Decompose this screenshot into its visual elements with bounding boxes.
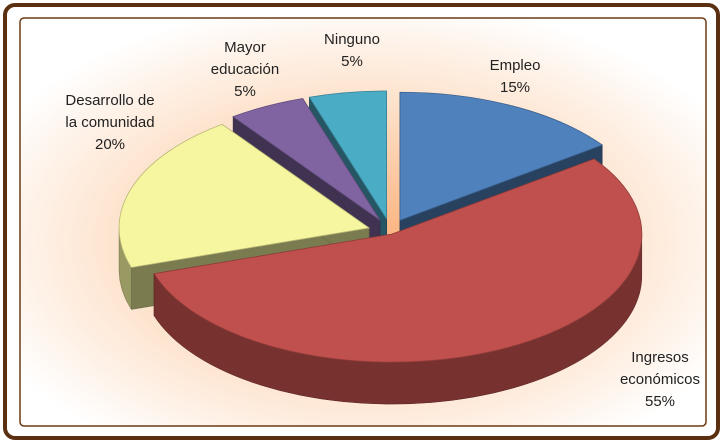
label-line: Ninguno bbox=[324, 31, 380, 48]
slice-top bbox=[232, 98, 381, 221]
pie bbox=[118, 90, 643, 405]
category-label: Ingresos económicos bbox=[620, 349, 700, 388]
category-label: Desarrollo de la comunidad bbox=[65, 92, 154, 131]
value-label: 55% bbox=[645, 393, 675, 410]
value-label: 5% bbox=[341, 53, 363, 70]
value-label: 5% bbox=[234, 83, 256, 100]
labels: Empleo 15% Ingresos económicos 55% Desarrollo… bbox=[65, 31, 700, 410]
label-line: la comunidad bbox=[65, 114, 154, 131]
label-line: Mayor bbox=[224, 39, 266, 56]
category-label: Ninguno bbox=[324, 31, 380, 48]
slice-top bbox=[153, 158, 643, 363]
category-label: Empleo bbox=[490, 57, 541, 74]
category-label: Mayor educación bbox=[211, 39, 279, 78]
value-label: 15% bbox=[500, 79, 530, 96]
value-label: 20% bbox=[95, 136, 125, 153]
slice bbox=[153, 158, 643, 405]
label-line: económicos bbox=[620, 371, 700, 388]
slice-top bbox=[308, 90, 387, 221]
label-line: educación bbox=[211, 61, 279, 78]
slice-top bbox=[118, 123, 371, 268]
slice-top bbox=[399, 91, 604, 221]
label-line: Ingresos bbox=[631, 349, 689, 366]
label-line: Empleo bbox=[490, 57, 541, 74]
label-line: Desarrollo de bbox=[65, 92, 154, 109]
